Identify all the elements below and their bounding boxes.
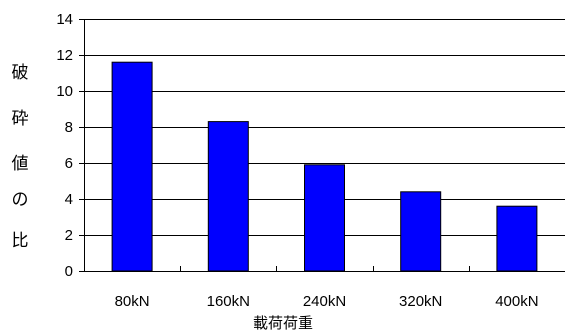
y-axis-label-char: 比 — [11, 231, 29, 251]
bar — [496, 205, 538, 272]
y-tick-label: 10 — [56, 83, 73, 100]
y-tick-label: 4 — [65, 191, 73, 208]
x-tick-label: 240kN — [303, 293, 346, 310]
x-tick-labels: 80kN 160kN 240kN 320kN 400kN — [115, 293, 539, 310]
x-tick-label: 320kN — [399, 293, 442, 310]
x-tick-label: 80kN — [115, 293, 150, 310]
bar — [111, 61, 153, 272]
bars — [111, 61, 538, 272]
y-tick-label: 2 — [65, 227, 73, 244]
bar — [304, 164, 345, 272]
bar — [207, 121, 249, 272]
x-tick-label: 160kN — [207, 293, 250, 310]
y-tick-label: 8 — [65, 119, 73, 136]
y-tick-label: 0 — [65, 263, 73, 280]
y-tick-labels: 0 2 4 6 8 10 12 14 — [56, 11, 73, 280]
y-axis-label-char: 破 — [11, 63, 29, 83]
x-axis-label: 載荷荷重 — [253, 315, 313, 332]
y-tick-label: 12 — [56, 47, 73, 64]
x-tick-label: 400kN — [495, 293, 538, 310]
y-tick-label: 14 — [56, 11, 73, 28]
bar — [400, 191, 442, 272]
y-axis-label-char: 値 — [11, 154, 29, 174]
y-tick-label: 6 — [65, 155, 73, 172]
gridlines — [84, 19, 565, 236]
axes — [79, 19, 565, 272]
y-axis-label-char: の — [11, 190, 29, 210]
y-axis-label-char: 砕 — [11, 109, 29, 129]
